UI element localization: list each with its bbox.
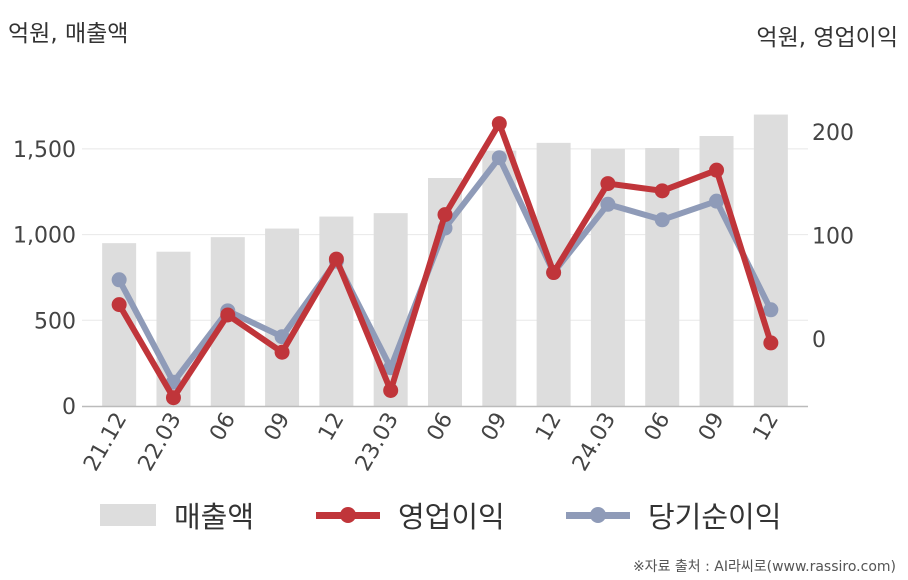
net-income-point <box>709 193 725 209</box>
net-income-point <box>654 212 670 228</box>
legend-label-net-income: 당기순이익 <box>648 500 782 534</box>
net-income-point <box>491 150 507 166</box>
revenue-bar <box>590 148 625 406</box>
y-right-tick-label: 200 <box>812 121 854 146</box>
revenue-bar <box>699 136 734 406</box>
revenue-bar <box>482 150 517 406</box>
operating-profit-point <box>600 176 616 192</box>
legend-swatch-revenue <box>100 504 156 526</box>
operating-profit-point <box>111 297 127 313</box>
operating-profit-point <box>437 207 453 223</box>
x-tick-label: 24.03 <box>568 409 621 476</box>
legend-item-operating-profit: 영업이익 <box>316 490 505 540</box>
source-credit: ※자료 출처 : AI라씨로(www.rassiro.com) <box>632 559 896 575</box>
y-left-tick-label: 500 <box>34 309 76 334</box>
x-tick-label: 21.12 <box>79 409 132 476</box>
legend-item-net-income: 당기순이익 <box>566 490 781 540</box>
right-axis-unit: 억원, 영업이익 <box>756 25 898 51</box>
operating-profit-point <box>328 251 344 267</box>
x-tick-label: 09 <box>260 409 296 446</box>
operating-profit-point <box>709 162 725 178</box>
operating-profit-point <box>546 265 562 281</box>
operating-profit-point <box>274 344 290 360</box>
revenue-bar <box>319 216 354 406</box>
y-right-tick-label: 0 <box>812 328 826 353</box>
operating-profit-point <box>763 335 779 351</box>
x-tick-label: 09 <box>477 409 513 446</box>
legend-item-revenue: 매출액 <box>100 490 254 540</box>
operating-profit-point <box>383 382 399 398</box>
x-tick-label: 23.03 <box>351 409 404 476</box>
left-axis-unit: 억원, 매출액 <box>8 21 129 47</box>
operating-profit-point <box>220 307 236 323</box>
legend-label-revenue: 매출액 <box>174 500 255 534</box>
y-right-tick-label: 100 <box>812 224 854 249</box>
x-tick-label: 12 <box>748 409 784 446</box>
legend-swatch-operating-profit <box>316 503 380 527</box>
legend-swatch-net-income <box>566 503 630 527</box>
legend-label-operating-profit: 영업이익 <box>398 500 505 534</box>
x-tick-label: 06 <box>640 409 676 446</box>
net-income-point <box>763 302 779 318</box>
x-tick-label: 12 <box>314 409 350 446</box>
x-tick-label: 06 <box>423 409 459 446</box>
revenue-bar <box>373 213 408 406</box>
operating-profit-point <box>491 116 507 132</box>
x-tick-label: 22.03 <box>134 409 187 476</box>
net-income-point <box>600 196 616 212</box>
x-tick-label: 06 <box>205 409 241 446</box>
y-left-tick-label: 0 <box>62 395 76 420</box>
operating-profit-point <box>654 183 670 199</box>
y-left-tick-label: 1,000 <box>13 224 76 249</box>
x-tick-label: 09 <box>694 409 730 446</box>
revenue-bar <box>753 114 788 407</box>
operating-profit-point <box>165 390 181 406</box>
legend: 매출액 영업이익 당기순이익 <box>0 490 908 540</box>
y-left-tick-label: 1,500 <box>13 138 76 163</box>
x-tick-label: 12 <box>531 409 567 446</box>
net-income-point <box>111 272 127 288</box>
